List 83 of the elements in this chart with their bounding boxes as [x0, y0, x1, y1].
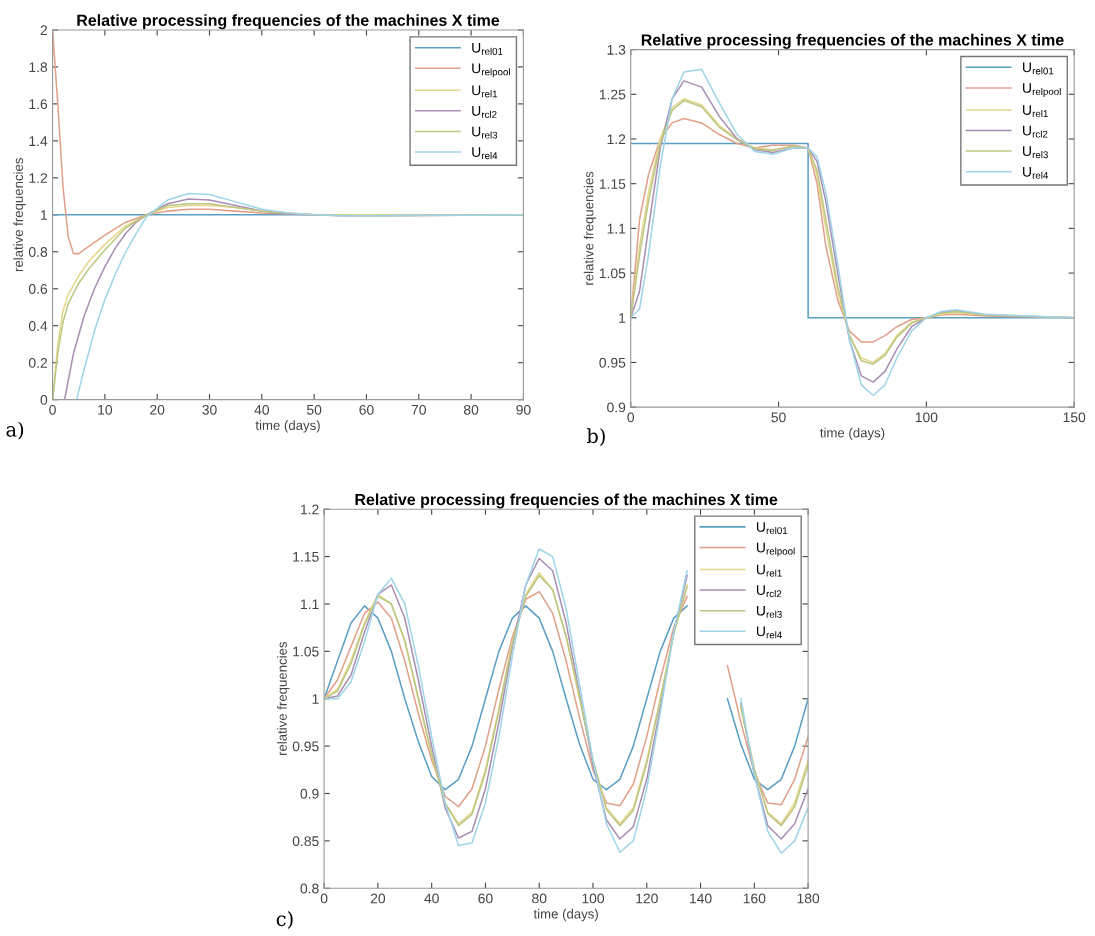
- x-tick-label: 160: [743, 893, 766, 904]
- legend-label: U$_{rel3}$: [1023, 146, 1048, 159]
- x-tick-label: 50: [771, 412, 786, 423]
- x-tick-label: 90: [516, 404, 531, 415]
- y-tick-label: 1.2: [29, 173, 47, 183]
- x-tick-label: 60: [359, 404, 374, 415]
- y-tick-label: 1.15: [599, 179, 626, 189]
- x-tick-label: 60: [478, 893, 493, 904]
- legend-label: U$_{relpool}$: [472, 63, 510, 78]
- legend-label: U$_{rel3}$: [756, 605, 782, 618]
- y-tick-label: 1.05: [293, 646, 319, 657]
- y-tick-label: 1.8: [29, 62, 48, 73]
- y-axis-title: relative frequencies: [277, 641, 290, 756]
- x-tick-label: 10: [98, 404, 113, 415]
- x-tick-label: 80: [463, 404, 479, 415]
- x-tick-label: 70: [411, 404, 426, 415]
- x-tick-label: 120: [636, 893, 658, 904]
- y-tick-label: 1.6: [29, 99, 48, 110]
- legend-label: U$_{rel01}$: [472, 42, 503, 55]
- y-tick-label: 1.3: [607, 44, 626, 55]
- chart-title: Relative processing frequencies of the machines X time: [355, 493, 778, 509]
- legend-label: U$_{rel4}$: [756, 626, 782, 639]
- legend-label: U$_{rel01}$: [1023, 62, 1054, 75]
- y-tick-label: 1: [619, 313, 626, 323]
- y-tick-label: 0.95: [292, 741, 319, 752]
- y-tick-label: 1.15: [293, 552, 319, 562]
- y-tick-label: 1.1: [301, 599, 319, 609]
- x-tick-label: 0: [320, 893, 328, 904]
- legend-label: U$_{rel1}$: [472, 85, 498, 98]
- legend-label: U$_{rcl2}$: [1023, 125, 1048, 138]
- y-tick-label: 1: [41, 210, 48, 220]
- x-tick-label: 0: [627, 412, 635, 423]
- x-tick-label: 150: [1063, 412, 1086, 423]
- y-tick-label: 1.25: [599, 89, 626, 100]
- legend-label: U$_{rel01}$: [756, 522, 788, 535]
- legend-label: U$_{relpool}$: [1023, 83, 1061, 97]
- y-tick-label: 0.85: [292, 836, 319, 847]
- legend-label: U$_{rel4}$: [472, 147, 498, 160]
- chart-title: Relative processing frequencies of the machines X time: [77, 14, 500, 30]
- legend-label: U$_{relpool}$: [756, 542, 795, 557]
- x-tick-label: 20: [370, 893, 386, 904]
- text: a): [6, 421, 24, 440]
- legend-label: U$_{rel4}$: [1023, 166, 1049, 179]
- y-tick-label: 0: [40, 395, 48, 405]
- y-tick-label: 0.8: [300, 883, 319, 894]
- x-tick-label: 140: [690, 893, 712, 904]
- text: b): [586, 428, 605, 446]
- x-tick-label: 0: [49, 404, 56, 415]
- legend-label: U$_{rcl2}$: [756, 585, 782, 598]
- y-axis-title: relative frequencies: [13, 158, 26, 272]
- x-tick-label: 80: [532, 893, 547, 904]
- y-tick-label: 1.1: [607, 223, 626, 234]
- x-tick-label: 40: [254, 404, 270, 415]
- legend-label: U$_{rel3}$: [472, 126, 498, 139]
- y-tick-label: 1.2: [607, 134, 626, 145]
- text: c): [276, 911, 293, 929]
- y-tick-label: 0.9: [607, 402, 626, 413]
- x-axis-title: time (days): [255, 420, 320, 433]
- y-tick-label: 0.8: [28, 247, 48, 257]
- y-tick-label: 0.95: [599, 357, 626, 368]
- y-tick-label: 1.05: [599, 268, 626, 279]
- chart-title: Relative processing frequencies of the machines X time: [641, 33, 1064, 49]
- x-tick-label: 100: [915, 412, 938, 423]
- x-tick-label: 50: [306, 404, 322, 415]
- legend-label: U$_{rcl2}$: [472, 106, 497, 118]
- x-tick-label: 40: [424, 893, 439, 904]
- y-tick-label: 1: [312, 694, 319, 704]
- x-tick-label: 30: [202, 404, 217, 415]
- x-axis-title: time (days): [820, 427, 885, 441]
- legend-label: U$_{rel1}$: [1023, 105, 1048, 118]
- x-tick-label: 180: [797, 893, 820, 904]
- y-tick-label: 2: [40, 25, 47, 35]
- y-tick-label: 0.2: [28, 358, 47, 368]
- y-tick-label: 1.4: [29, 136, 48, 146]
- y-axis-title: relative frequencies: [583, 171, 597, 285]
- y-tick-label: 0.6: [28, 284, 48, 294]
- x-axis-title: time (days): [533, 908, 598, 922]
- legend-label: U$_{rel1}$: [756, 564, 782, 577]
- y-tick-label: 0.9: [300, 788, 319, 799]
- y-tick-label: 0.4: [28, 321, 48, 331]
- x-tick-label: 20: [150, 404, 165, 415]
- y-tick-label: 1.2: [301, 504, 319, 515]
- x-tick-label: 100: [582, 893, 605, 904]
